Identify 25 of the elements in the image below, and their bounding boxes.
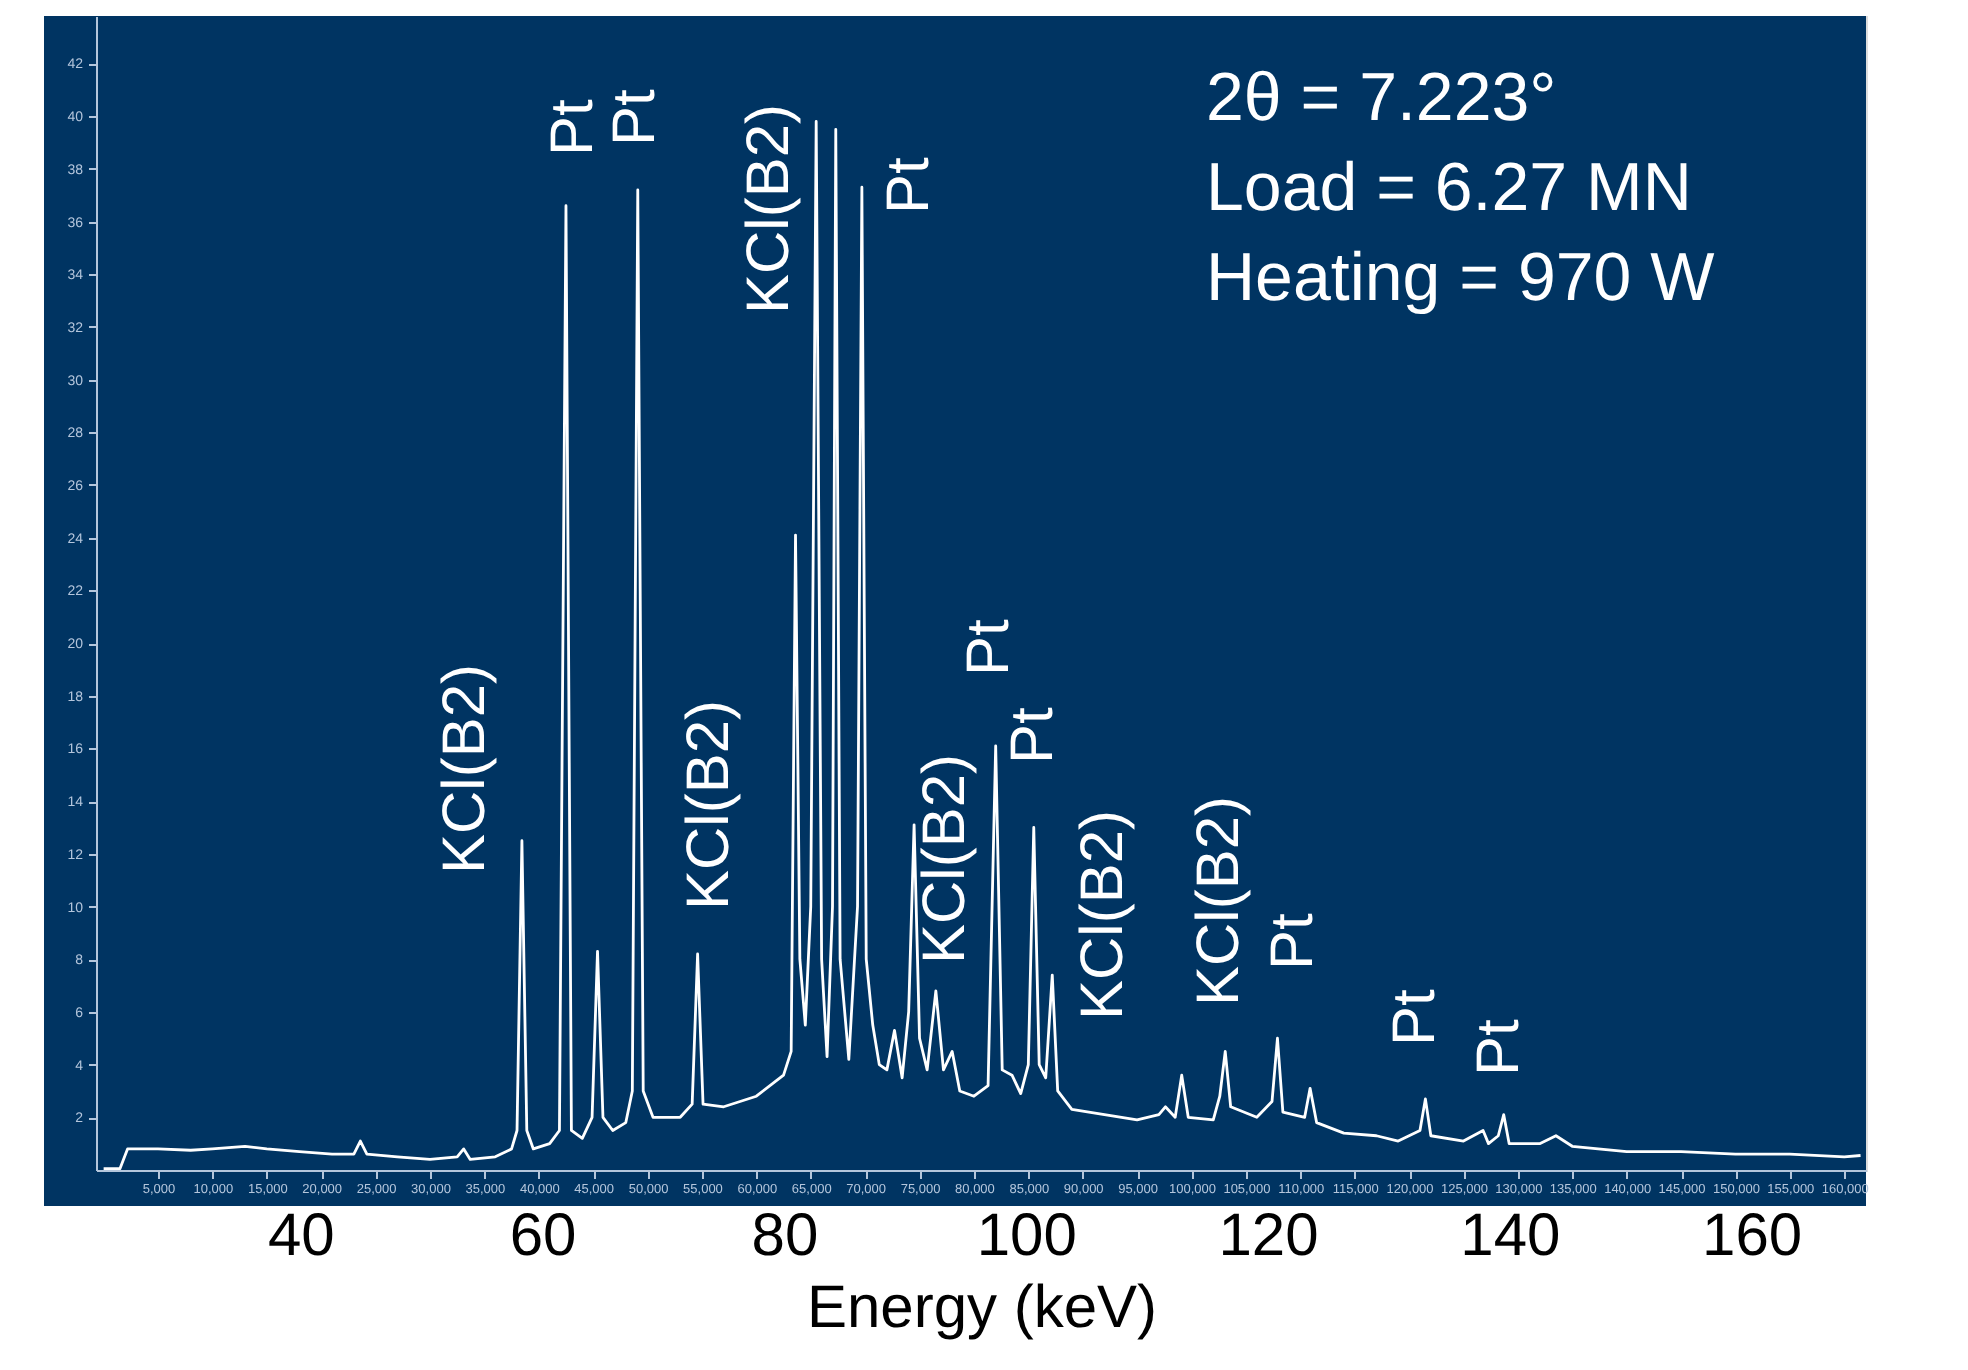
x2-axis-title: Energy (keV) [806, 1275, 1158, 1341]
annotation: KCl(B2) [432, 663, 498, 874]
annotation: Pt [602, 87, 668, 146]
x2-tick-label: 60 [509, 1203, 577, 1269]
x2-tick-label: 80 [751, 1203, 819, 1269]
annotation: KCl(B2) [912, 753, 978, 964]
x2-tick-label: 140 [1460, 1203, 1561, 1269]
annotation: Pt [1260, 911, 1326, 970]
annotation: Heating = 970 W [1206, 240, 1715, 316]
x2-tick-label: 120 [1218, 1203, 1319, 1269]
annotation: KCl(B2) [676, 699, 742, 910]
annotation: Pt [1466, 1017, 1532, 1076]
x2-tick-label: 100 [976, 1203, 1077, 1269]
annotation: KCl(B2) [1186, 795, 1252, 1006]
annotation: Pt [540, 97, 606, 156]
annotation: Pt [956, 617, 1022, 676]
annotation: Pt [876, 155, 942, 214]
annotation: Load = 6.27 MN [1206, 150, 1692, 226]
annotation: 2θ = 7.223° [1206, 60, 1557, 136]
x2-tick-label: 40 [267, 1203, 335, 1269]
annotation: Pt [1000, 705, 1066, 764]
annotation: KCl(B2) [1070, 809, 1136, 1020]
x2-tick-label: 160 [1702, 1203, 1803, 1269]
annotation: KCl(B2) [736, 103, 802, 314]
annotation: Pt [1382, 987, 1448, 1046]
